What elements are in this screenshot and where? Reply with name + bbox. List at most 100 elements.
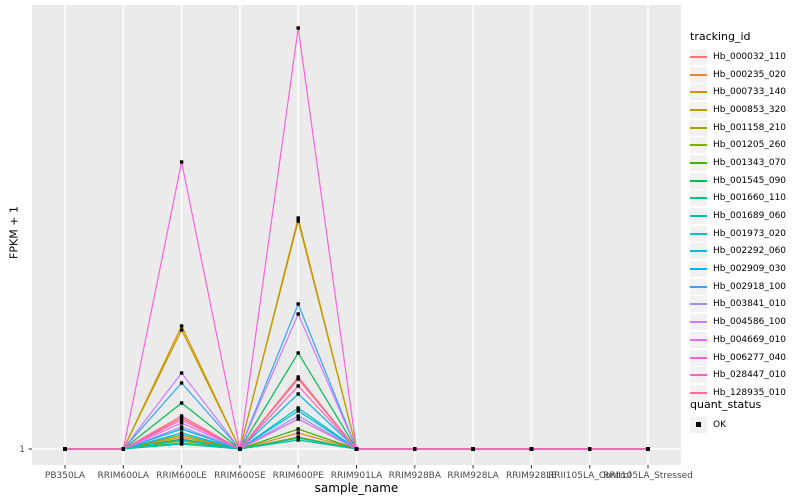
legend-line-icon bbox=[690, 108, 707, 111]
data-point bbox=[179, 328, 184, 332]
legend-entry-label: Hb_001973_020 bbox=[713, 228, 787, 239]
square-point-icon bbox=[696, 422, 701, 428]
x-tick-label: RRIM928LE bbox=[506, 471, 557, 481]
legend-line-icon bbox=[690, 179, 707, 182]
data-point bbox=[296, 216, 300, 220]
legend-entry: Hb_001689_060 bbox=[690, 207, 800, 225]
data-point bbox=[296, 302, 300, 306]
legend-entry: Hb_002909_030 bbox=[690, 260, 800, 278]
data-point bbox=[179, 416, 184, 420]
legend-key bbox=[690, 119, 707, 136]
legend-entry: Hb_000235_020 bbox=[690, 66, 800, 84]
data-point bbox=[588, 447, 592, 451]
legend-entry-label: Hb_000733_140 bbox=[713, 87, 787, 98]
x-tick-label: RRIM600LA bbox=[98, 471, 150, 481]
legend-entry: Hb_000032_110 bbox=[690, 48, 800, 66]
data-point bbox=[296, 351, 300, 355]
legend-key bbox=[690, 367, 707, 384]
legend-entry-label: Hb_000853_320 bbox=[713, 104, 787, 115]
y-tick-label: 1 bbox=[19, 445, 25, 455]
y-axis-title: FPKM + 1 bbox=[7, 206, 21, 259]
legend-key bbox=[690, 84, 707, 101]
quant-status-key bbox=[690, 416, 707, 433]
x-tick-label: RRIM928BA bbox=[389, 471, 442, 481]
legend-entry: Hb_003841_010 bbox=[690, 296, 800, 314]
data-point bbox=[296, 26, 300, 30]
legend2-title: quant_status bbox=[690, 398, 762, 411]
legend-key bbox=[690, 208, 707, 225]
legend-entry: Hb_004669_010 bbox=[690, 331, 800, 349]
legend-key bbox=[690, 101, 707, 118]
data-point bbox=[179, 425, 184, 429]
legend-entry-label: Hb_000235_020 bbox=[713, 69, 787, 80]
legend-key bbox=[690, 314, 707, 331]
data-point bbox=[296, 414, 300, 418]
legend-entries: Hb_000032_110 Hb_000235_020 Hb_000733_140 H… bbox=[690, 48, 800, 402]
legend-entry: Hb_128935_010 bbox=[690, 384, 800, 402]
legend-entry-label: Hb_004669_010 bbox=[713, 334, 787, 345]
legend-entry: Hb_001973_020 bbox=[690, 225, 800, 243]
legend-key bbox=[690, 261, 707, 278]
legend-key bbox=[690, 331, 707, 348]
data-point bbox=[63, 447, 67, 451]
legend-line-icon bbox=[690, 391, 707, 394]
legend-title: tracking_id bbox=[690, 30, 751, 43]
x-tick-label: RRIM901LA bbox=[331, 471, 383, 481]
legend-line-icon bbox=[690, 338, 707, 341]
legend-key bbox=[690, 48, 707, 65]
data-point bbox=[296, 375, 300, 379]
data-point bbox=[179, 435, 184, 439]
legend-key bbox=[690, 225, 707, 242]
legend-tracking-id: tracking_id Hb_000032_110 Hb_000235_020 Hb… bbox=[690, 30, 800, 402]
legend-entry-label: OK bbox=[713, 419, 726, 430]
legend-line-icon bbox=[690, 73, 707, 76]
legend-entry-label: Hb_001689_060 bbox=[713, 211, 787, 222]
legend-entry-label: Hb_004586_100 bbox=[713, 317, 787, 328]
legend-line-icon bbox=[690, 144, 707, 147]
legend-entry-ok: OK bbox=[690, 416, 800, 434]
legend-entry: Hb_001545_090 bbox=[690, 172, 800, 190]
data-point bbox=[296, 312, 300, 316]
data-point bbox=[296, 384, 300, 388]
data-point bbox=[179, 438, 184, 442]
x-tick-label: RRIM600LE bbox=[156, 471, 207, 481]
legend-line-icon bbox=[690, 268, 707, 271]
data-point bbox=[296, 409, 300, 413]
data-point bbox=[179, 431, 184, 435]
data-point bbox=[296, 417, 300, 421]
data-point bbox=[296, 427, 300, 431]
data-point bbox=[296, 436, 300, 440]
legend-key bbox=[690, 172, 707, 189]
data-point bbox=[179, 414, 184, 418]
legend-line-icon bbox=[690, 250, 707, 253]
x-axis-title: sample_name bbox=[314, 481, 399, 495]
legend-line-icon bbox=[690, 91, 707, 94]
data-point bbox=[296, 406, 300, 410]
data-point bbox=[296, 377, 300, 381]
legend-entry: Hb_028447_010 bbox=[690, 366, 800, 384]
legend-entry-label: Hb_028447_010 bbox=[713, 370, 787, 381]
legend-line-icon bbox=[690, 303, 707, 306]
legend-entry-label: Hb_001660_110 bbox=[713, 193, 787, 204]
data-point bbox=[354, 447, 359, 451]
data-point bbox=[179, 401, 184, 405]
legend-line-icon bbox=[690, 161, 707, 164]
legend-line-icon bbox=[690, 55, 707, 58]
x-tick-label: RRIM600SE bbox=[214, 471, 266, 481]
legend-key bbox=[690, 243, 707, 260]
legend-key bbox=[690, 190, 707, 207]
legend-key bbox=[690, 349, 707, 366]
legend-entry-label: Hb_002918_100 bbox=[713, 281, 787, 292]
legend-line-icon bbox=[690, 126, 707, 129]
data-point bbox=[529, 447, 534, 451]
data-point bbox=[296, 431, 300, 435]
legend-entry: Hb_001158_210 bbox=[690, 119, 800, 137]
legend-key bbox=[690, 137, 707, 154]
data-point bbox=[179, 427, 184, 431]
data-point bbox=[179, 442, 184, 446]
legend-entry: Hb_000733_140 bbox=[690, 83, 800, 101]
legend-line-icon bbox=[690, 374, 707, 377]
data-point bbox=[179, 371, 184, 375]
